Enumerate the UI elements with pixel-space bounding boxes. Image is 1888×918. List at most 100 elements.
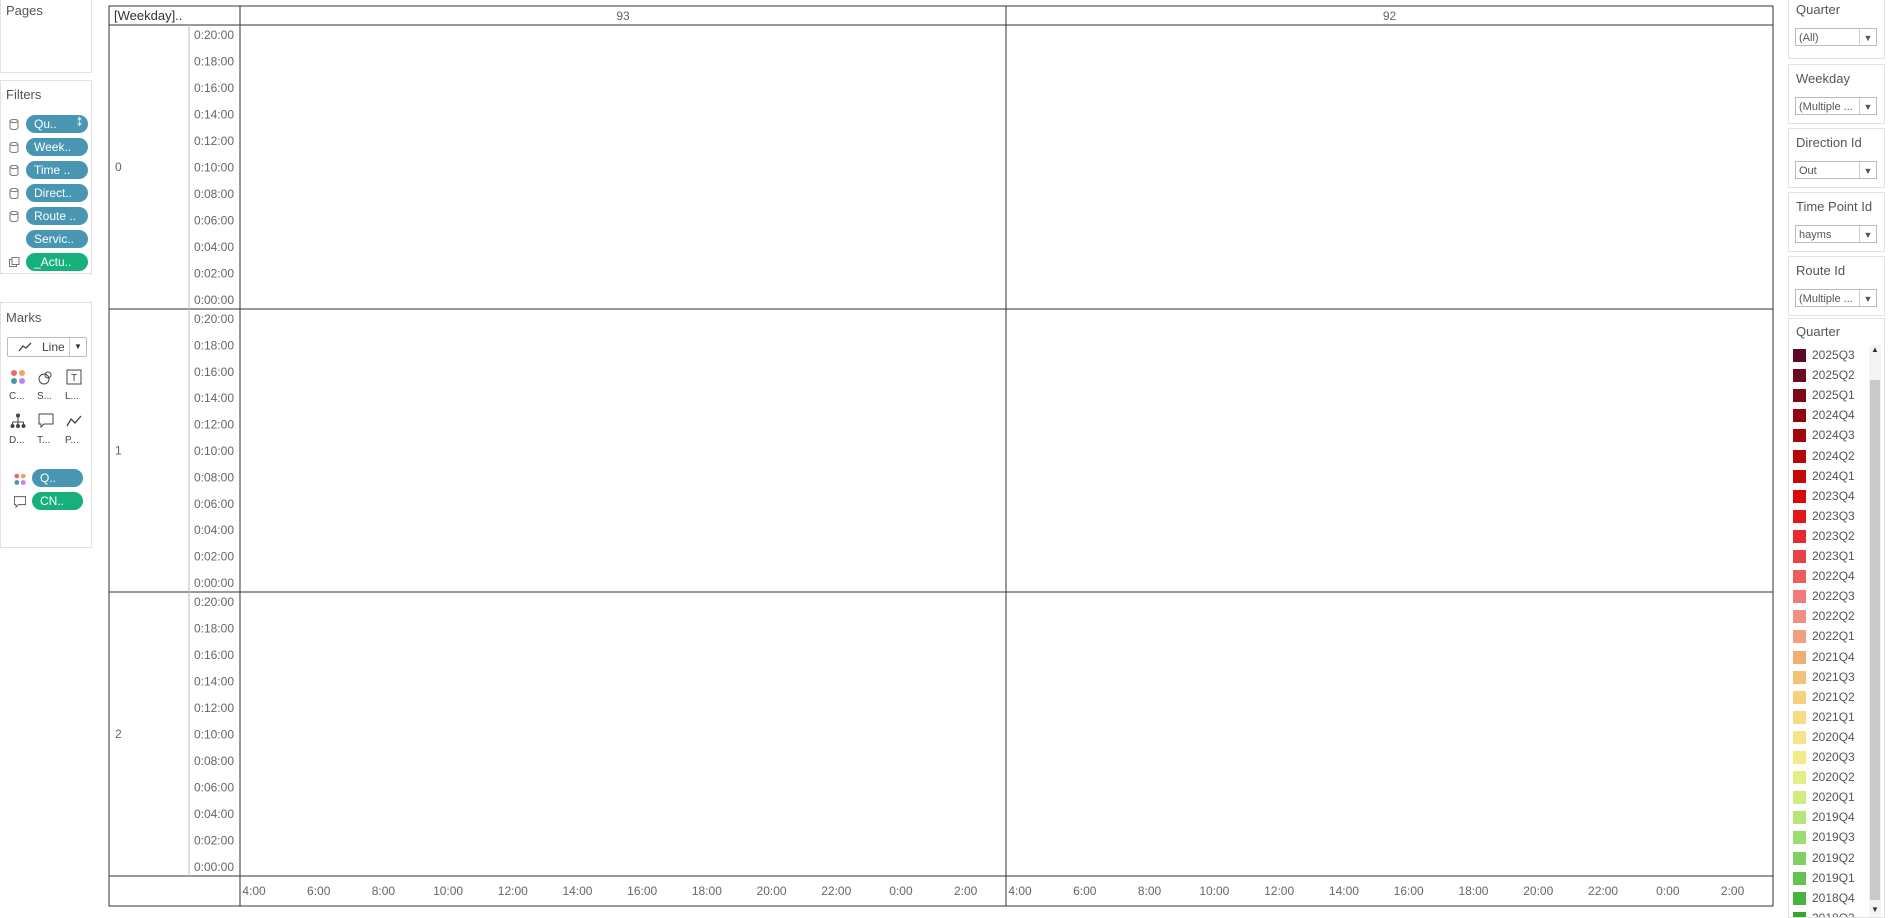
series-line[interactable] xyxy=(278,185,958,228)
series-line[interactable] xyxy=(277,193,958,230)
series-line[interactable] xyxy=(1068,150,1588,205)
series-line[interactable] xyxy=(278,442,958,517)
series-line[interactable] xyxy=(310,739,958,814)
series-line[interactable] xyxy=(278,473,958,506)
series-line[interactable] xyxy=(1068,178,1587,214)
scroll-down-icon[interactable]: ▼ xyxy=(1871,905,1879,914)
mark-pill[interactable]: CN.. xyxy=(32,492,83,510)
series-line[interactable] xyxy=(1068,170,1587,207)
series-line[interactable] xyxy=(1068,112,1587,203)
series-line[interactable] xyxy=(310,776,958,808)
quick-filter-dropdown[interactable]: (Multiple ... ▼ xyxy=(1795,97,1877,115)
series-line[interactable] xyxy=(1068,464,1604,497)
series-line[interactable] xyxy=(1068,123,1587,215)
series-line[interactable] xyxy=(277,183,958,217)
series-line[interactable] xyxy=(278,151,958,230)
row-header[interactable]: 0 xyxy=(115,160,122,174)
series-line[interactable] xyxy=(277,112,958,219)
scroll-up-icon[interactable]: ▲ xyxy=(1871,345,1879,354)
series-line[interactable] xyxy=(1068,165,1588,206)
series-line[interactable] xyxy=(1068,433,1604,495)
series-line[interactable] xyxy=(310,777,958,811)
series-line[interactable] xyxy=(1068,93,1587,208)
series-line[interactable] xyxy=(277,445,958,511)
series-line[interactable] xyxy=(1068,420,1604,502)
series-line[interactable] xyxy=(277,452,958,517)
series-line[interactable] xyxy=(1068,179,1588,218)
mark-button-detail[interactable]: D... xyxy=(9,411,35,449)
series-line[interactable] xyxy=(1068,438,1604,500)
series-line[interactable] xyxy=(1068,174,1587,213)
series-line[interactable] xyxy=(278,475,958,507)
series-line[interactable] xyxy=(310,783,958,817)
series-line[interactable] xyxy=(278,180,958,222)
series-line[interactable] xyxy=(277,132,958,218)
series-line[interactable] xyxy=(277,456,958,518)
series-line[interactable] xyxy=(1068,469,1604,498)
chevron-down-icon[interactable]: ▼ xyxy=(1859,226,1876,242)
series-line[interactable] xyxy=(310,750,958,810)
series-line[interactable] xyxy=(277,482,958,518)
series-line[interactable] xyxy=(278,451,958,515)
series-line[interactable] xyxy=(278,482,958,511)
series-line[interactable] xyxy=(310,680,958,804)
series-line[interactable] xyxy=(278,190,958,232)
series-line[interactable] xyxy=(310,708,958,808)
series-line[interactable] xyxy=(310,756,958,809)
series-line[interactable] xyxy=(1068,435,1604,494)
series-line[interactable] xyxy=(1068,424,1604,497)
series-line[interactable] xyxy=(1068,172,1587,210)
series-line[interactable] xyxy=(1068,131,1588,205)
filter-pill[interactable]: Route .. xyxy=(26,207,88,225)
series-line[interactable] xyxy=(277,454,958,519)
series-line[interactable] xyxy=(1068,405,1604,500)
row-header[interactable]: 1 xyxy=(115,444,122,458)
mark-button-size[interactable]: S... xyxy=(37,367,63,405)
series-line[interactable] xyxy=(277,186,958,226)
series-line[interactable] xyxy=(1068,476,1604,508)
series-line[interactable] xyxy=(278,197,958,233)
series-line[interactable] xyxy=(310,780,958,808)
series-line[interactable] xyxy=(277,417,958,511)
series-line[interactable] xyxy=(1068,138,1588,213)
series-line[interactable] xyxy=(278,424,958,510)
filter-pill[interactable]: _Actu.. xyxy=(26,253,88,271)
series-line[interactable] xyxy=(1068,413,1604,491)
series-line[interactable] xyxy=(1068,94,1588,217)
quick-filter-dropdown[interactable]: hayms ▼ xyxy=(1795,225,1877,243)
series-line[interactable] xyxy=(278,488,958,517)
mark-type-dropdown[interactable]: Line ▼ xyxy=(7,337,87,357)
series-line[interactable] xyxy=(1068,172,1587,203)
series-line[interactable] xyxy=(277,457,958,516)
row-header[interactable]: 2 xyxy=(115,727,122,741)
series-line[interactable] xyxy=(277,431,958,511)
series-line[interactable] xyxy=(310,708,958,811)
series-line[interactable] xyxy=(1068,470,1604,502)
series-line[interactable] xyxy=(1068,143,1588,213)
series-line[interactable] xyxy=(277,458,958,512)
series-line[interactable] xyxy=(278,478,958,513)
series-line[interactable] xyxy=(278,189,958,231)
series-line[interactable] xyxy=(277,164,958,222)
series-line[interactable] xyxy=(277,128,958,224)
column-header[interactable]: 93 xyxy=(616,9,630,23)
series-line[interactable] xyxy=(278,478,958,510)
series-line[interactable] xyxy=(310,702,958,818)
series-line[interactable] xyxy=(278,182,958,223)
series-line[interactable] xyxy=(1068,175,1587,215)
series-line[interactable] xyxy=(1068,423,1604,507)
series-line[interactable] xyxy=(278,133,958,223)
series-line[interactable] xyxy=(310,774,958,805)
series-line[interactable] xyxy=(278,134,958,222)
series-line[interactable] xyxy=(310,712,958,807)
series-line[interactable] xyxy=(277,451,958,516)
series-line[interactable] xyxy=(1068,428,1604,500)
series-line[interactable] xyxy=(1068,394,1604,494)
series-line[interactable] xyxy=(277,445,958,516)
series-line[interactable] xyxy=(1068,112,1588,204)
series-line[interactable] xyxy=(278,178,958,221)
series-line[interactable] xyxy=(278,482,958,517)
series-line[interactable] xyxy=(1068,452,1604,505)
series-line[interactable] xyxy=(1068,432,1604,505)
chevron-down-icon[interactable]: ▼ xyxy=(1859,98,1876,114)
